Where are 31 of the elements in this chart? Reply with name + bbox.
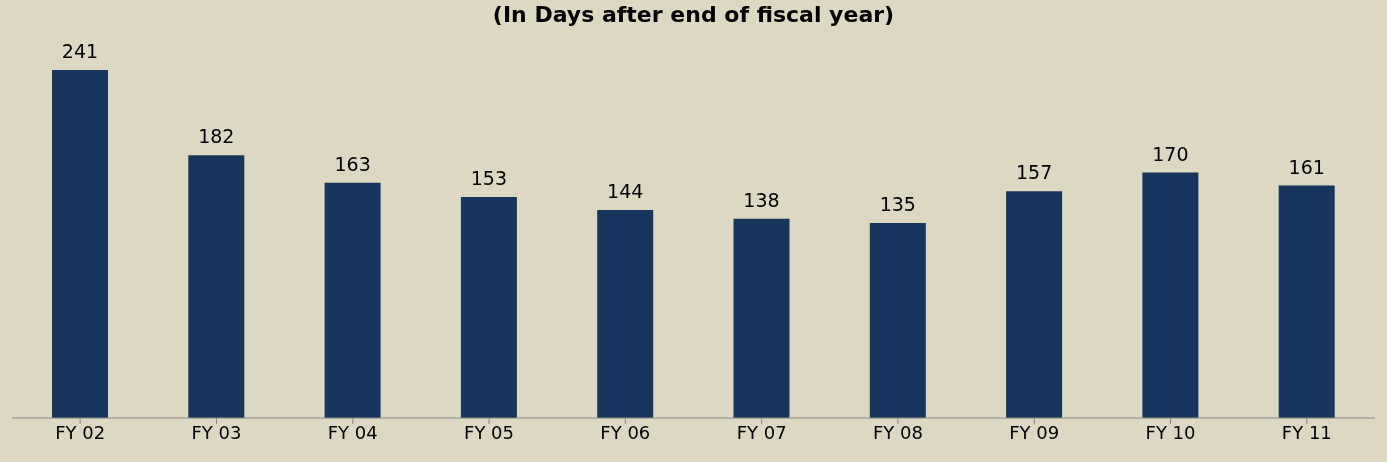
- x-tick-label: FY 04: [327, 421, 378, 443]
- chart-title: (In Days after end of fiscal year): [491, 2, 896, 27]
- data-label: 138: [743, 188, 780, 211]
- x-tick-label: FY 07: [736, 421, 787, 443]
- data-label: 135: [879, 193, 916, 216]
- data-label: 163: [334, 152, 371, 175]
- x-tick-label: FY 06: [600, 421, 651, 443]
- bar: [1278, 185, 1335, 418]
- x-tick-label: FY 11: [1281, 421, 1332, 443]
- x-tick-label: FY 02: [55, 421, 106, 443]
- bar: [1006, 191, 1063, 418]
- bar: [188, 155, 245, 418]
- x-tick-label: FY 05: [464, 421, 515, 443]
- data-label: 144: [607, 180, 644, 203]
- bar: [52, 70, 108, 418]
- data-label: 182: [198, 125, 235, 148]
- data-label: 161: [1288, 155, 1325, 178]
- bar: [324, 182, 381, 418]
- bar: [869, 223, 926, 418]
- bar: [733, 218, 790, 418]
- bar: [1142, 172, 1199, 418]
- bar: [460, 197, 517, 418]
- data-label: 241: [61, 40, 99, 62]
- x-tick-label: FY 03: [191, 421, 242, 443]
- bar: [597, 210, 654, 418]
- x-tick-label: FY 10: [1145, 421, 1196, 443]
- data-label: 170: [1152, 142, 1189, 165]
- data-label: 153: [470, 167, 508, 190]
- x-tick-label: FY 09: [1009, 421, 1060, 443]
- data-label: 157: [1015, 161, 1053, 184]
- x-tick-label: FY 08: [872, 421, 923, 443]
